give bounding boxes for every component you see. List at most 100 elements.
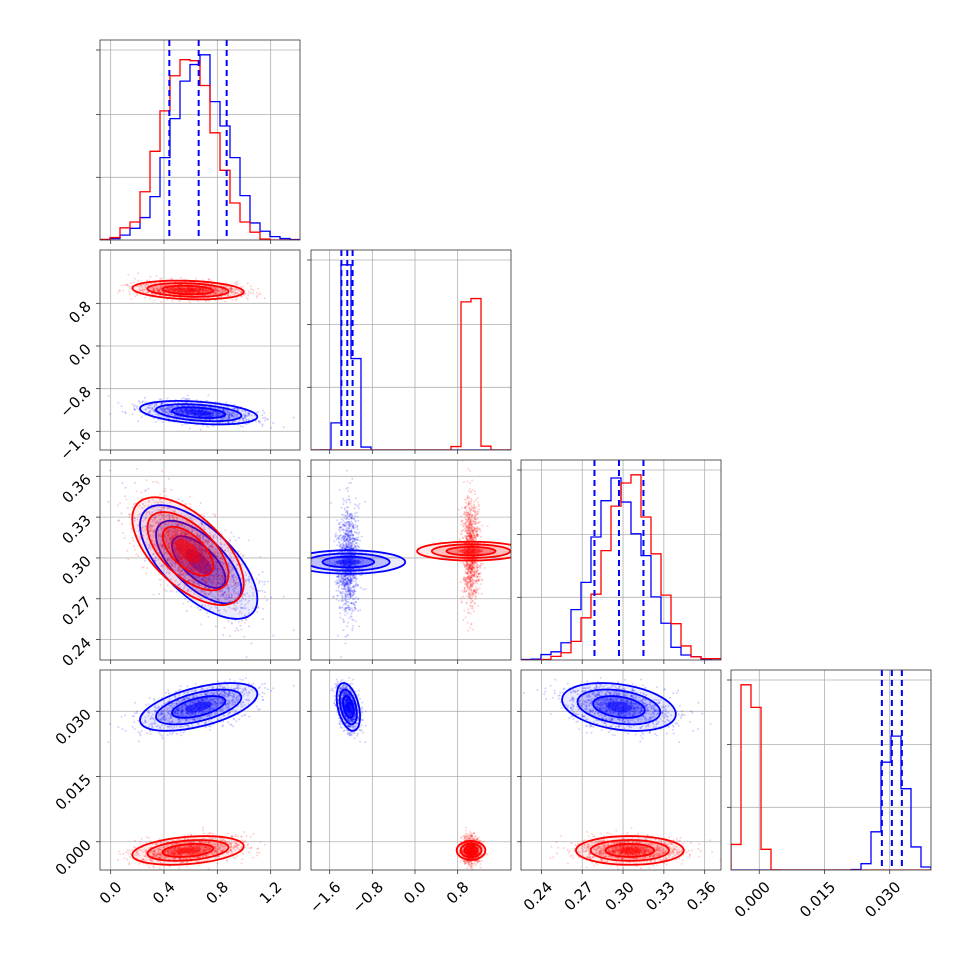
sample-point	[168, 514, 171, 517]
sample-point	[154, 282, 157, 285]
sample-point	[184, 533, 187, 536]
sample-point	[228, 416, 231, 419]
sample-point	[130, 298, 133, 301]
sample-point	[135, 467, 138, 470]
sample-point	[255, 578, 258, 581]
sample-point	[175, 408, 178, 411]
sample-point	[220, 560, 223, 563]
sample-point	[215, 418, 218, 421]
sample-point	[179, 409, 182, 412]
sample-point	[195, 277, 198, 280]
sample-point	[219, 557, 222, 560]
sample-point	[234, 581, 237, 584]
sample-point	[134, 502, 136, 505]
sample-point	[207, 278, 210, 281]
sample-point	[234, 289, 237, 292]
sample-point	[210, 606, 213, 609]
sample-point	[201, 290, 204, 293]
sample-point	[236, 413, 239, 416]
sample-point	[149, 410, 152, 413]
sample-point	[180, 512, 183, 515]
sample-point	[214, 292, 217, 295]
sample-point	[220, 413, 223, 416]
sample-point	[207, 583, 209, 586]
sample-point	[217, 414, 220, 417]
sample-point	[144, 408, 147, 411]
sample-point	[248, 580, 251, 583]
sample-point	[132, 539, 135, 542]
sample-point	[154, 293, 157, 296]
sample-point	[219, 407, 222, 410]
sample-point	[222, 417, 225, 420]
sample-point	[292, 416, 295, 419]
sample-point	[230, 412, 233, 415]
sample-point	[169, 539, 172, 542]
sample-point	[162, 407, 165, 410]
sample-point	[234, 281, 236, 284]
sample-point	[180, 410, 183, 413]
sample-point	[177, 555, 180, 558]
sample-point	[220, 291, 223, 293]
sample-point	[206, 540, 209, 543]
sample-point	[185, 398, 188, 401]
sample-point	[237, 593, 240, 595]
sample-point	[203, 577, 206, 580]
sample-point	[166, 408, 169, 411]
sample-point	[162, 406, 165, 409]
sample-point	[188, 413, 191, 416]
sample-point	[211, 573, 214, 576]
sample-point	[218, 414, 221, 417]
sample-point	[266, 580, 269, 583]
sample-point	[188, 408, 191, 411]
sample-point	[191, 408, 194, 411]
sample-point	[226, 414, 229, 417]
sample-point	[224, 598, 227, 601]
sample-point	[183, 586, 186, 589]
sample-point	[237, 550, 240, 553]
sample-point	[204, 290, 207, 292]
sample-point	[136, 272, 139, 275]
sample-point	[226, 285, 229, 288]
sample-point	[209, 410, 212, 412]
sample-point	[166, 287, 169, 290]
sample-point	[199, 415, 202, 418]
sample-point	[170, 288, 173, 291]
sample-point	[174, 414, 176, 417]
sample-point	[227, 406, 230, 408]
sample-point	[190, 291, 193, 294]
sample-point	[215, 411, 218, 414]
sample-point	[199, 408, 202, 411]
sample-point	[221, 574, 224, 577]
sample-point	[143, 284, 146, 287]
sample-point	[232, 415, 234, 418]
sample-point	[184, 408, 187, 411]
sample-point	[140, 285, 143, 288]
sample-point	[157, 481, 160, 484]
sample-point	[174, 286, 177, 289]
sample-point	[131, 413, 134, 415]
sample-point	[222, 285, 225, 287]
sample-point	[167, 413, 170, 416]
sample-point	[203, 515, 205, 518]
sample-point	[153, 405, 156, 408]
sample-point	[141, 566, 144, 569]
sample-point	[202, 590, 205, 593]
sample-point	[181, 409, 184, 412]
sample-point	[153, 290, 156, 293]
sample-point	[118, 519, 121, 522]
sample-point	[202, 418, 205, 421]
sample-point	[139, 401, 142, 404]
sample-point	[184, 413, 187, 416]
sample-point	[184, 408, 187, 411]
sample-point	[169, 406, 172, 409]
sample-point	[246, 414, 249, 417]
histogram-blue_run	[311, 264, 511, 450]
sample-point	[160, 291, 163, 294]
sample-point	[221, 592, 224, 595]
sample-point	[124, 486, 127, 489]
sample-point	[174, 289, 176, 292]
sample-point	[208, 560, 211, 563]
sample-point	[225, 572, 228, 575]
sample-point	[221, 590, 224, 593]
sample-point	[169, 410, 172, 413]
